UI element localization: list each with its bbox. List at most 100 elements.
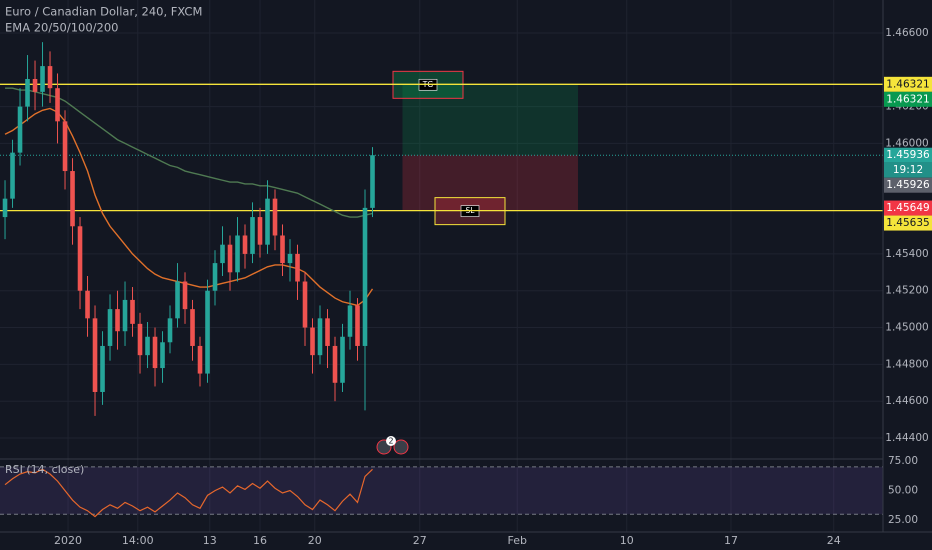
- candle-body: [205, 290, 210, 374]
- candle-body: [370, 155, 375, 208]
- x-tick-label: 2020: [54, 534, 82, 547]
- candle-body: [55, 88, 60, 122]
- candle-body: [2, 198, 8, 218]
- x-tick-label: 10: [620, 534, 634, 547]
- candle-body: [355, 305, 360, 346]
- price-label: 1.45649: [886, 202, 929, 214]
- y-tick-label: 1.45400: [885, 248, 928, 260]
- candle-body: [130, 299, 135, 324]
- candle-body: [302, 281, 308, 328]
- x-tick-label: 17: [724, 534, 738, 547]
- rsi-label: RSI (14, close): [5, 463, 84, 476]
- candle-body: [152, 336, 158, 369]
- candle-body: [77, 226, 83, 291]
- rsi-tick-label: 75.00: [888, 455, 918, 467]
- candle-body: [332, 345, 338, 383]
- loss-zone: [402, 155, 578, 211]
- price-label-bg: [884, 91, 932, 107]
- candle-body: [40, 66, 45, 92]
- candle-body: [325, 318, 330, 346]
- event-icons[interactable]: 2: [376, 436, 409, 455]
- y-tick-label: 1.46600: [885, 27, 928, 39]
- rsi-band: [0, 466, 883, 515]
- candle-body: [227, 244, 233, 273]
- event-badge: [386, 436, 396, 446]
- price-label: 1.45635: [886, 217, 929, 229]
- candle-body: [107, 309, 113, 346]
- price-label: 1.45926: [886, 179, 930, 191]
- rsi-line: [4, 468, 373, 518]
- candle-body: [242, 235, 248, 254]
- price-axis: 1.466001.462001.460001.454001.452001.450…: [884, 27, 932, 526]
- candle-body: [265, 198, 270, 245]
- x-tick-label: 14:00: [122, 534, 154, 547]
- x-tick-label: 16: [253, 534, 267, 547]
- candle-body: [317, 318, 323, 356]
- price-label: 1.46321: [886, 93, 929, 105]
- indicator-label: EMA 20/50/100/200: [5, 21, 119, 35]
- y-tick-label: 1.44400: [885, 432, 928, 444]
- x-tick-label: 13: [203, 534, 217, 547]
- event-badge-text: 2: [388, 437, 393, 446]
- candle-body: [137, 323, 143, 356]
- x-tick-label: 20: [308, 534, 322, 547]
- candle-body: [25, 78, 30, 107]
- candle-body: [100, 345, 105, 392]
- candle-body: [220, 244, 225, 264]
- candle-body: [340, 336, 345, 383]
- plot: [0, 42, 883, 518]
- x-tick-label: 24: [827, 534, 841, 547]
- candle-body: [287, 253, 293, 264]
- candle-body: [295, 253, 300, 282]
- price-label-bg: [884, 200, 932, 216]
- candle-body: [212, 263, 218, 291]
- rsi-tick-label: 25.00: [888, 514, 918, 526]
- profit-zone: [402, 84, 578, 156]
- candle-body: [280, 235, 285, 264]
- candle-body: [62, 121, 68, 172]
- candle-body: [190, 309, 195, 346]
- price-label-bg: [884, 177, 932, 193]
- price-label-bg: [884, 147, 932, 163]
- ema-line: [5, 87, 373, 218]
- candle-body: [272, 198, 278, 236]
- candle-body: [85, 290, 90, 319]
- candle-body: [17, 106, 23, 153]
- candle-body: [145, 336, 150, 356]
- candle-body: [235, 235, 240, 273]
- y-tick-label: 1.45000: [885, 322, 928, 334]
- price-label: 1.45936: [886, 149, 930, 161]
- candle-body: [115, 309, 120, 332]
- candle-body: [250, 217, 255, 254]
- candle-body: [32, 78, 38, 92]
- candle-body: [167, 318, 173, 343]
- candle-body: [92, 318, 98, 392]
- candle-body: [122, 299, 128, 332]
- candle-body: [362, 207, 368, 346]
- candle-body: [70, 171, 75, 227]
- x-tick-label: 27: [413, 534, 427, 547]
- candle-body: [182, 281, 188, 310]
- y-tick-label: 1.44800: [885, 358, 928, 370]
- candle-body: [160, 342, 165, 369]
- rsi-tick-label: 50.00: [888, 485, 918, 497]
- x-tick-label: Feb: [508, 534, 527, 547]
- price-label-bg: [884, 215, 932, 231]
- countdown: 19:12: [893, 164, 923, 176]
- candle-body: [347, 305, 353, 337]
- candle-body: [10, 152, 15, 199]
- candle-body: [257, 217, 263, 245]
- countdown-bg: [884, 162, 932, 178]
- price-label: 1.46321: [886, 78, 929, 90]
- candle-body: [310, 327, 315, 356]
- event-icon[interactable]: [393, 439, 409, 455]
- candle-body: [175, 281, 180, 319]
- price-label-bg: [884, 76, 932, 92]
- candle-body: [197, 345, 203, 374]
- grid: [0, 0, 883, 532]
- y-tick-label: 1.44600: [885, 395, 928, 407]
- y-tick-label: 1.45200: [885, 285, 928, 297]
- candle-body: [47, 66, 53, 89]
